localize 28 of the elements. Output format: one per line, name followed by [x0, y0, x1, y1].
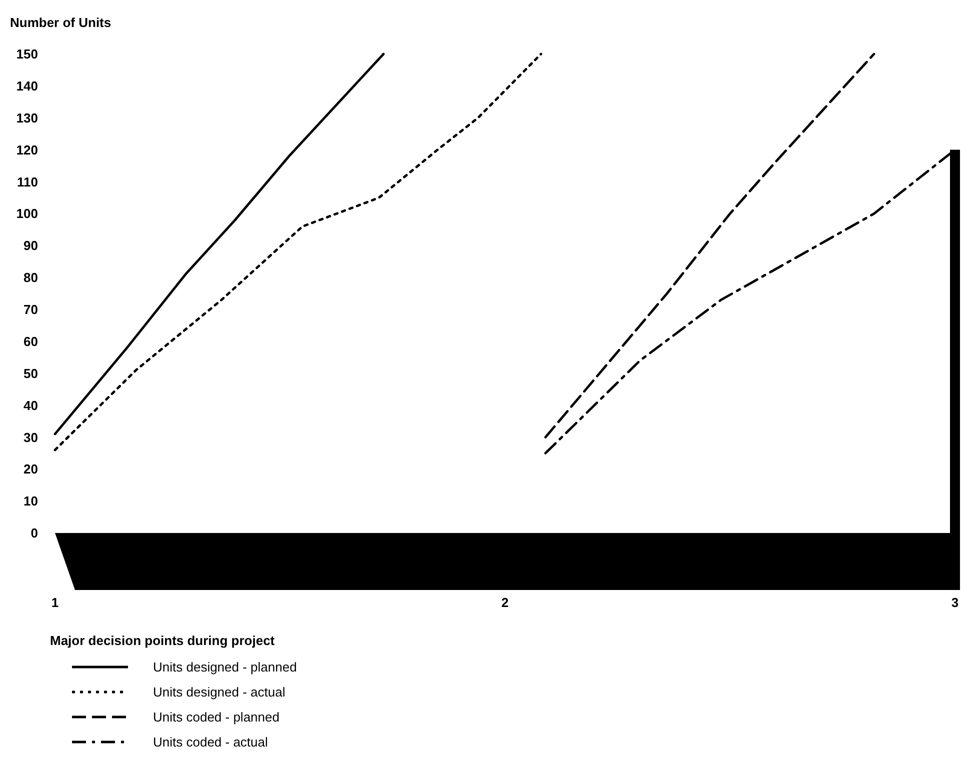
y-tick-label: 0 — [30, 526, 38, 541]
x-tick-label: 2 — [501, 595, 509, 610]
line-series — [544, 52, 876, 438]
legend-label: Units designed - planned — [153, 660, 297, 675]
legend-label: Units coded - planned — [153, 710, 280, 725]
y-tick-label: 20 — [24, 462, 38, 477]
legend-label: Units designed - actual — [153, 684, 286, 700]
x-tick-label: 1 — [51, 595, 59, 610]
y-tick-label: 140 — [16, 78, 38, 94]
legend-label: Units coded - actual — [153, 734, 268, 750]
y-tick-label: 90 — [24, 238, 38, 254]
y-tick-label: 80 — [24, 270, 38, 286]
y-tick-label: 40 — [24, 398, 38, 413]
line-series — [54, 52, 542, 452]
y-tick-label: 120 — [16, 142, 38, 158]
line-series — [54, 52, 385, 436]
y-axis-title: Number of Units — [10, 15, 112, 30]
y-tick-label: 150 — [16, 46, 38, 62]
y-tick-label: 10 — [24, 494, 38, 509]
y-tick-label: 60 — [24, 334, 38, 349]
y-tick-label: 70 — [24, 302, 38, 318]
x-tick-label: 3 — [951, 595, 959, 610]
x-axis-title: Major decision points during project — [50, 633, 276, 648]
y-tick-label: 130 — [16, 110, 38, 126]
y-tick-label: 100 — [16, 206, 38, 222]
y-tick-label: 30 — [24, 430, 38, 445]
y-tick-label: 50 — [24, 366, 38, 381]
y-tick-label: 110 — [17, 174, 38, 190]
